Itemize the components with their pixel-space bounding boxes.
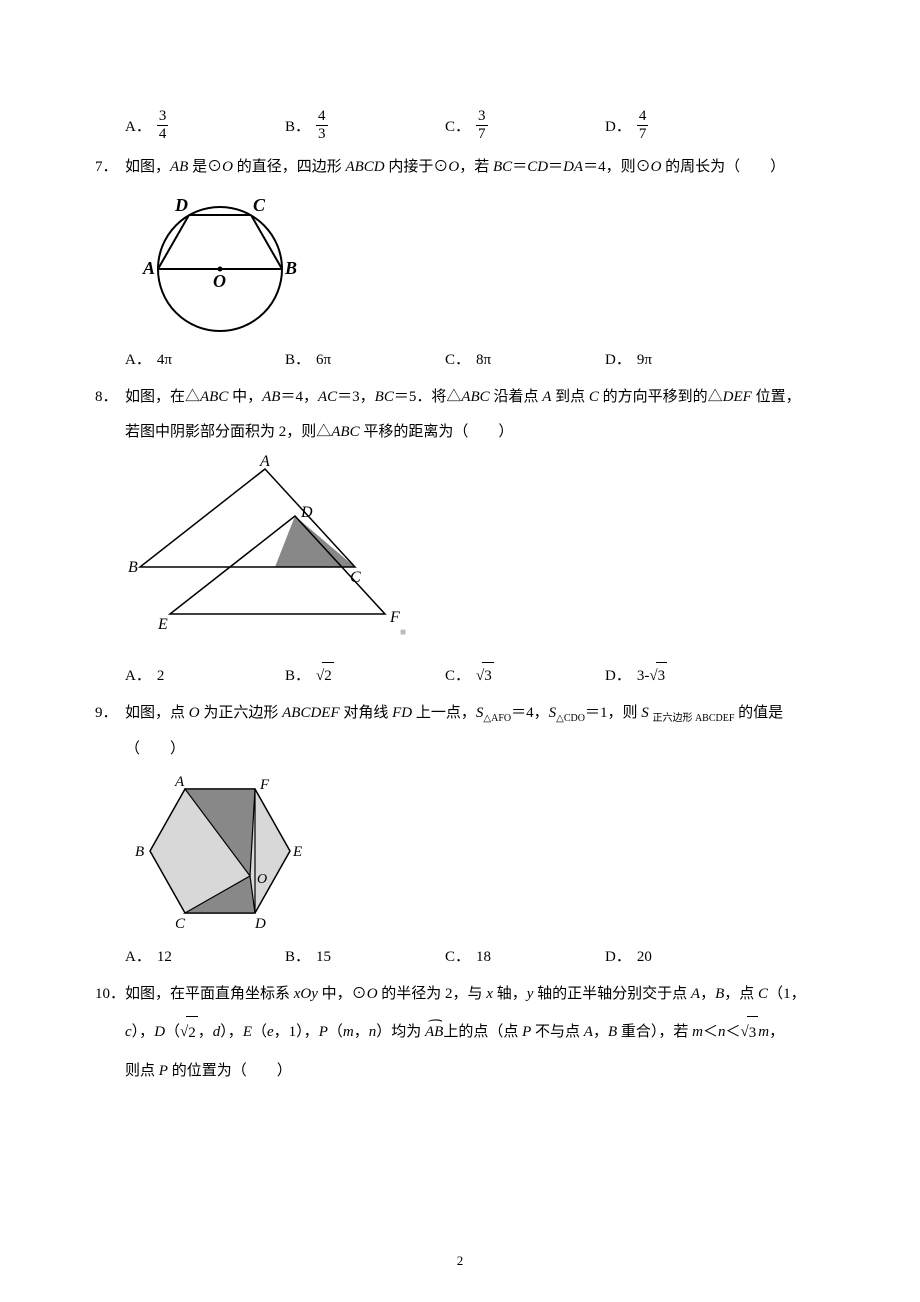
svg-text:C: C [350, 569, 361, 586]
svg-text:F: F [389, 609, 400, 626]
q6-option-a: A． 3 4 [125, 110, 285, 144]
q10-text-2: c），D（√2，d），E（e，1），P（m，n）均为 AB上的点（点 P 不与点… [125, 1016, 825, 1050]
svg-text:A: A [174, 774, 185, 790]
q6-option-b: B． 4 3 [285, 110, 445, 144]
svg-text:A: A [259, 454, 270, 470]
q9-options: A．12 B．15 C．18 D．20 [125, 944, 825, 971]
svg-text:B: B [135, 844, 144, 860]
q8-figure: A B C D E F ■ [125, 454, 825, 654]
svg-text:B: B [128, 559, 138, 576]
page-number: 2 [0, 1249, 920, 1272]
q7-option-b: B．6π [285, 347, 445, 374]
q8-option-b: B．√2 [285, 662, 445, 690]
q9-figure: A F E D C B O [125, 771, 825, 936]
q8-text: 8．如图，在△ABC 中，AB＝4，AC＝3，BC＝5．将△ABC 沿着点 A … [125, 384, 825, 411]
svg-text:F: F [259, 777, 270, 793]
svg-text:A: A [142, 258, 155, 278]
watermark: ■ [400, 624, 406, 642]
svg-text:E: E [292, 844, 302, 860]
svg-text:O: O [213, 271, 226, 291]
q6-option-d: D． 4 7 [605, 110, 648, 144]
fraction: 4 7 [637, 108, 649, 142]
svg-text:E: E [157, 616, 168, 633]
fraction: 3 4 [157, 108, 169, 142]
q10-text: 10．如图，在平面直角坐标系 xOy 中，⊙O 的半径为 2，与 x 轴，y 轴… [125, 981, 825, 1008]
q6-options: A． 3 4 B． 4 3 C． 3 7 D． 4 7 [125, 110, 825, 144]
q8-option-d: D．3-√3 [605, 662, 667, 690]
svg-text:B: B [284, 258, 297, 278]
option-label: A． [125, 114, 151, 141]
svg-text:C: C [175, 916, 186, 932]
q9-bracket: （ ） [125, 736, 825, 763]
q8-option-c: C．√3 [445, 662, 605, 690]
q9-option-d: D．20 [605, 944, 652, 971]
fraction: 4 3 [316, 108, 328, 142]
q7-option-d: D．9π [605, 347, 652, 374]
q8-options: A．2 B．√2 C．√3 D．3-√3 [125, 662, 825, 690]
q9-option-a: A．12 [125, 944, 285, 971]
option-label: D． [605, 114, 631, 141]
q7-option-a: A．4π [125, 347, 285, 374]
q7-figure: A B C D O [125, 189, 825, 339]
q10-text-3: 则点 P 的位置为（ ） [125, 1058, 825, 1085]
q9-option-c: C．18 [445, 944, 605, 971]
svg-text:C: C [253, 195, 266, 215]
q8-option-a: A．2 [125, 662, 285, 690]
page: A． 3 4 B． 4 3 C． 3 7 D． 4 7 [0, 0, 920, 1302]
svg-text:D: D [300, 504, 313, 521]
q7-text: 7．如图，AB 是⊙O 的直径，四边形 ABCD 内接于⊙O，若 BC＝CD＝D… [125, 154, 825, 181]
q9-option-b: B．15 [285, 944, 445, 971]
q9-text: 9．如图，点 O 为正六边形 ABCDEF 对角线 FD 上一点，S△AFO＝4… [125, 700, 825, 728]
q8-text-2: 若图中阴影部分面积为 2，则△ABC 平移的距离为（ ） [125, 419, 825, 446]
svg-text:D: D [174, 195, 188, 215]
q7-options: A．4π B．6π C．8π D．9π [125, 347, 825, 374]
option-label: C． [445, 114, 470, 141]
svg-text:D: D [254, 916, 266, 932]
option-label: B． [285, 114, 310, 141]
q6-option-c: C． 3 7 [445, 110, 605, 144]
q7-option-c: C．8π [445, 347, 605, 374]
svg-text:O: O [257, 872, 267, 887]
fraction: 3 7 [476, 108, 488, 142]
